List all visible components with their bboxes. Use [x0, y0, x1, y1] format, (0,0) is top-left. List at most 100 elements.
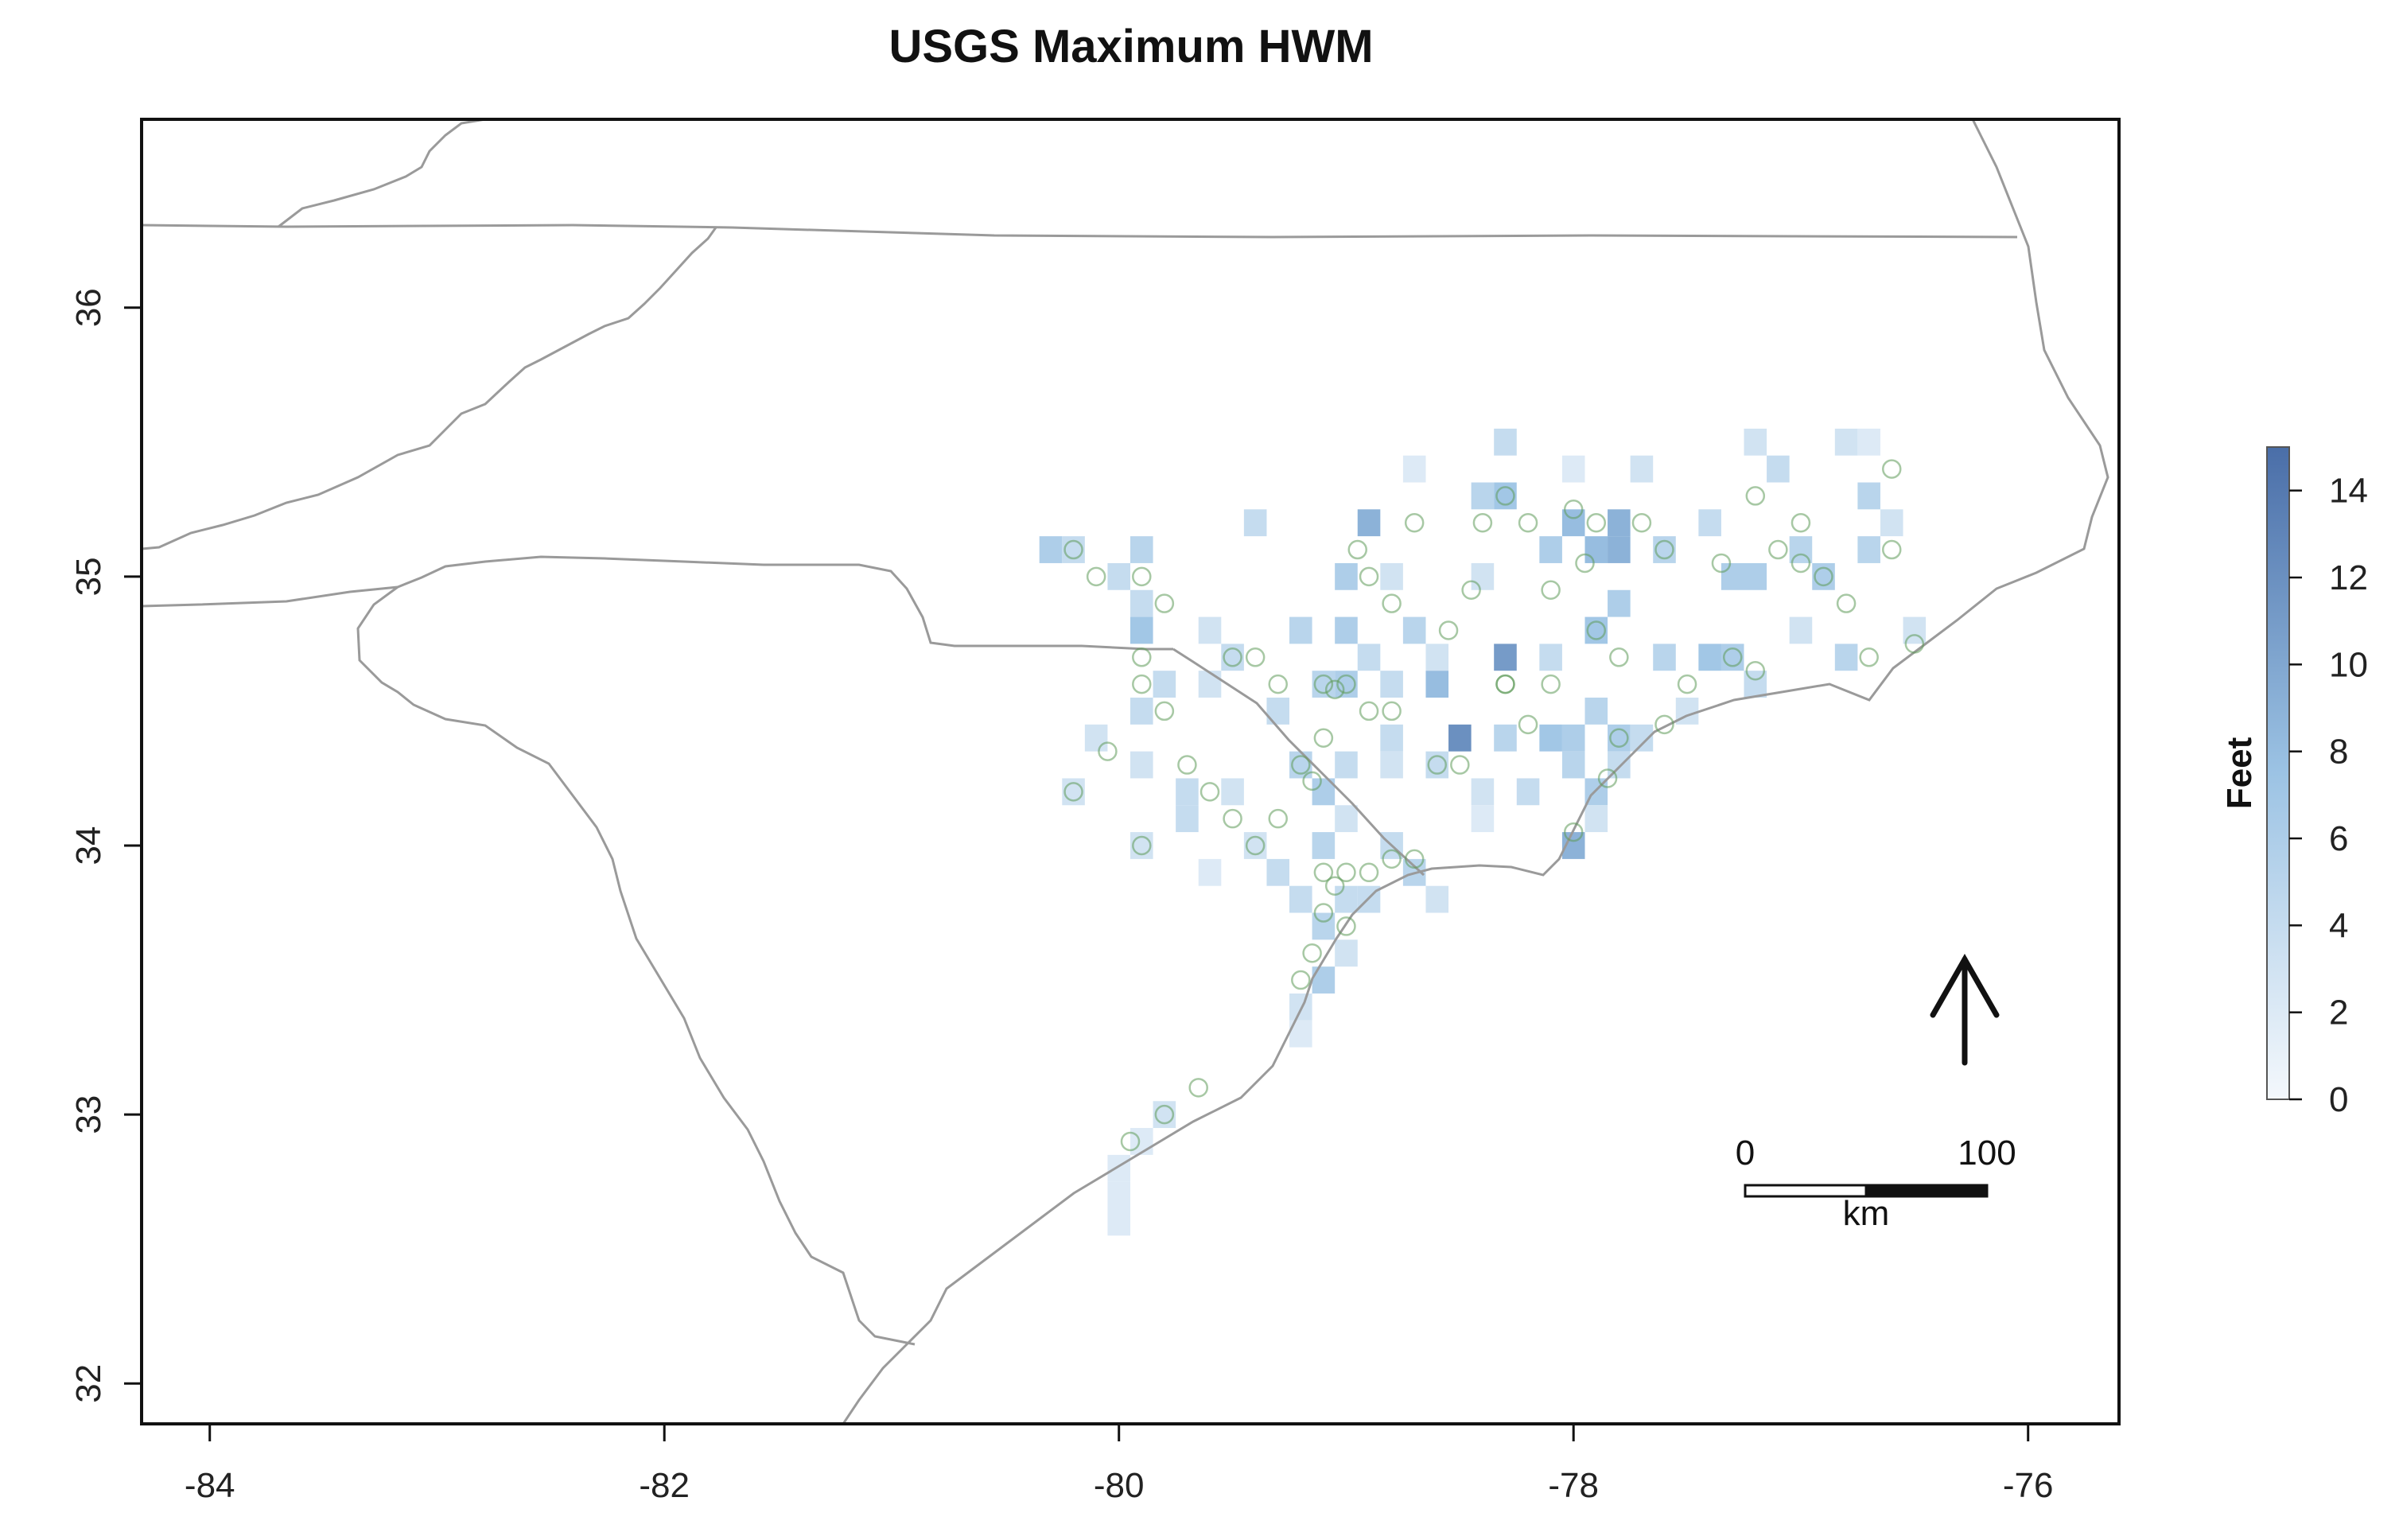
hwm-point [1518, 512, 1538, 533]
scale-bar: 0 100 km [1736, 1134, 2016, 1233]
north-arrow [1930, 953, 2000, 1066]
hwm-point [1336, 674, 1356, 694]
hwm-point [1359, 566, 1379, 587]
hwm-point [1132, 566, 1152, 587]
hwm-point [1450, 755, 1470, 775]
colorbar-tick-label: 14 [2329, 472, 2368, 511]
hwm-point [1791, 512, 1811, 533]
hwm-cell [1653, 644, 1676, 671]
hwm-point [1711, 553, 1732, 574]
hwm-point [1291, 755, 1311, 775]
y-tick-label: 35 [69, 557, 108, 596]
hwm-point [1859, 648, 1879, 667]
hwm-point [1336, 862, 1356, 883]
hwm-cell [1335, 751, 1358, 779]
hwm-point [1609, 728, 1629, 748]
hwm-point [1631, 512, 1652, 533]
hwm-cell [1357, 509, 1381, 537]
hwm-cell [1789, 616, 1813, 644]
map-area [142, 119, 2109, 1424]
hwm-cell [1176, 805, 1199, 833]
hwm-point [1188, 1078, 1208, 1098]
colorbar-ramp [2266, 446, 2290, 1100]
hwm-cell [1380, 751, 1403, 779]
hwm-cell [1857, 536, 1880, 563]
hwm-point [1177, 755, 1197, 775]
hwm-point [1313, 728, 1334, 748]
hwm-cell [1584, 698, 1608, 725]
tn-border [142, 227, 717, 550]
hwm-cell [1130, 616, 1153, 644]
hwm-point [1086, 566, 1106, 587]
hwm-point [1302, 943, 1322, 963]
hwm-point [1586, 512, 1607, 533]
hwm-point [1200, 782, 1220, 802]
y-tick-label: 34 [69, 826, 108, 865]
hwm-cell [1834, 644, 1858, 671]
hwm-point [1495, 674, 1515, 694]
colorbar-tick-label: 10 [2329, 645, 2368, 684]
hwm-point [1541, 580, 1561, 601]
hwm-point [1404, 849, 1425, 869]
hwm-point [1438, 620, 1459, 640]
hwm-cell [1857, 482, 1880, 510]
hwm-point [1359, 701, 1379, 721]
hwm-cell [1425, 885, 1449, 913]
hwm-cell [1243, 509, 1267, 537]
hwm-cell [1402, 616, 1426, 644]
hwm-point [1324, 876, 1345, 896]
hwm-point [1098, 741, 1118, 761]
state-boundaries [142, 119, 2109, 1424]
hwm-cell [1834, 428, 1858, 456]
scale-bar-black-segment [1864, 1184, 1989, 1198]
colorbar-tick-label: 12 [2329, 558, 2368, 597]
hwm-cell [1698, 509, 1721, 537]
hwm-cell [1744, 562, 1767, 590]
hwm-cell [1494, 428, 1517, 456]
hwm-point [1427, 755, 1448, 775]
hwm-cell [1107, 1154, 1130, 1182]
hwm-cell [1698, 644, 1721, 671]
sc-interior-border [356, 585, 916, 1346]
y-tick-label: 36 [69, 288, 108, 327]
colorbar-tick-label: 4 [2329, 906, 2348, 945]
y-tick-label: 33 [69, 1095, 108, 1134]
x-tick-label: -80 [1094, 1466, 1145, 1505]
hwm-point [1722, 648, 1743, 667]
hwm-cell [1425, 671, 1449, 698]
hwm-cell [1289, 616, 1312, 644]
scale-bar-label-0: 0 [1736, 1134, 1755, 1172]
hwm-point [1324, 679, 1345, 700]
hwm-cell [1335, 616, 1358, 644]
hwm-cell [1857, 428, 1880, 456]
colorbar-tick-label: 8 [2329, 733, 2348, 772]
hwm-cell [1561, 751, 1585, 779]
north-arrow-head [1930, 953, 2000, 1018]
hwm-cell [1608, 589, 1631, 617]
hwm-cell [1130, 1128, 1153, 1155]
hwm-cell [1584, 805, 1608, 833]
hwm-cell [1130, 698, 1153, 725]
hwm-point [1347, 539, 1367, 560]
hwm-point [1223, 808, 1242, 829]
hwm-cell [1335, 562, 1358, 590]
hwm-cell [1380, 671, 1403, 698]
x-tick-label: -82 [639, 1466, 690, 1505]
hwm-cell [1335, 885, 1358, 913]
colorbar-tick-label: 6 [2329, 819, 2348, 858]
hwm-cell [1221, 778, 1244, 806]
hwm-point [1302, 771, 1322, 791]
hwm-cell [1130, 751, 1153, 779]
hwm-cell [1608, 509, 1631, 537]
hwm-point [1518, 714, 1538, 735]
x-tick-label: -84 [185, 1466, 235, 1505]
hwm-point [1882, 539, 1902, 560]
hwm-point [1586, 620, 1607, 640]
hwm-cell [1471, 778, 1495, 806]
hwm-point [1313, 862, 1334, 883]
hwm-cell [1198, 616, 1222, 644]
hwm-point [1291, 970, 1311, 990]
hwm-point [1382, 593, 1402, 613]
hwm-point [1654, 714, 1674, 735]
hwm-point [1132, 674, 1152, 694]
